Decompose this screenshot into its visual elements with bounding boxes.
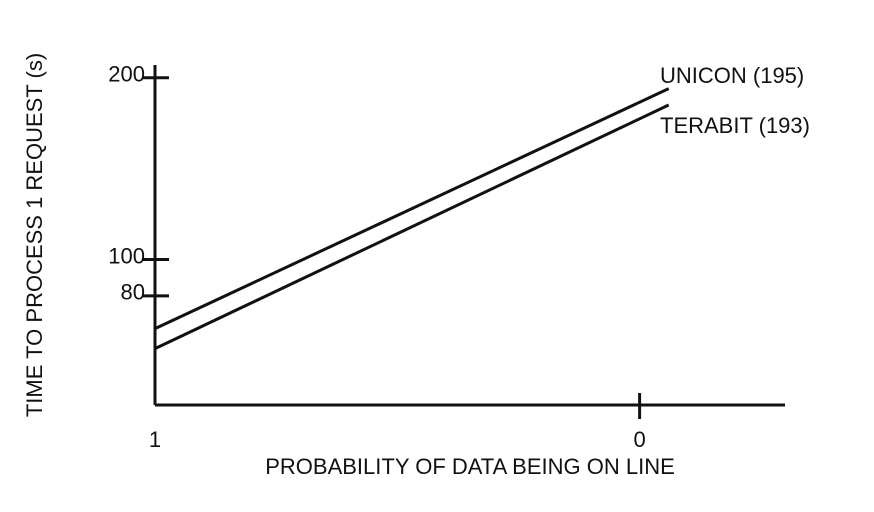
- series-line: [154, 87, 670, 330]
- series-line: [154, 103, 670, 350]
- y-axis-label: TIME TO PROCESS 1 REQUEST (s): [22, 53, 47, 417]
- x-axis-label: PROBABILITY OF DATA BEING ON LINE: [265, 454, 675, 479]
- x-tick-label: 0: [633, 427, 645, 452]
- series-label: TERABIT (193): [660, 113, 810, 138]
- y-tick-label: 100: [108, 243, 145, 268]
- x-tick-label: 1: [149, 427, 161, 452]
- y-tick-label: 200: [108, 62, 145, 87]
- y-tick-label: 80: [121, 280, 145, 305]
- series-label: UNICON (195): [660, 63, 804, 88]
